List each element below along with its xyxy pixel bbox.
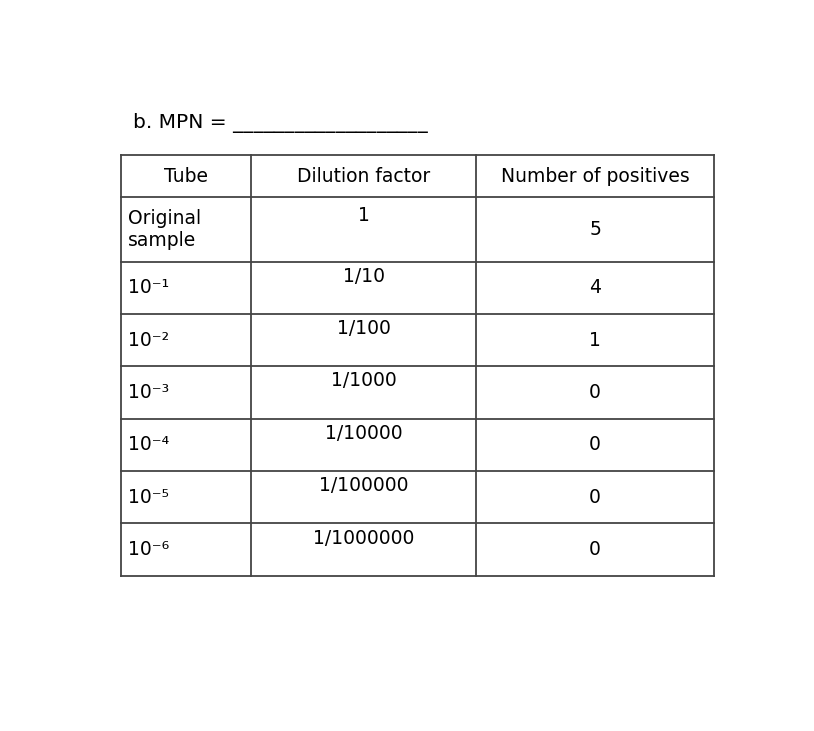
Text: 5: 5 xyxy=(589,220,601,239)
Text: 10⁻¹: 10⁻¹ xyxy=(129,279,169,298)
Text: 10⁻²: 10⁻² xyxy=(129,330,169,349)
Text: 0: 0 xyxy=(589,383,601,402)
Text: 10⁻⁵: 10⁻⁵ xyxy=(129,488,169,507)
Text: 1/1000: 1/1000 xyxy=(331,371,396,390)
Text: 1/10: 1/10 xyxy=(343,267,385,286)
Text: 10⁻³: 10⁻³ xyxy=(129,383,169,402)
Text: 1: 1 xyxy=(589,330,601,349)
Text: 10⁻⁶: 10⁻⁶ xyxy=(129,540,169,559)
Text: Dilution factor: Dilution factor xyxy=(297,167,431,186)
Text: 1/10000: 1/10000 xyxy=(325,424,403,443)
Text: 1/1000000: 1/1000000 xyxy=(313,529,414,548)
Text: 4: 4 xyxy=(589,279,601,298)
Text: 1: 1 xyxy=(358,205,370,224)
Text: 10⁻⁴: 10⁻⁴ xyxy=(129,436,169,455)
Text: b. MPN = ___________________: b. MPN = ___________________ xyxy=(133,113,428,133)
Text: 0: 0 xyxy=(589,436,601,455)
Text: Tube: Tube xyxy=(164,167,208,186)
Text: 0: 0 xyxy=(589,488,601,507)
Text: 0: 0 xyxy=(589,540,601,559)
Text: Number of positives: Number of positives xyxy=(501,167,689,186)
Text: Original
sample: Original sample xyxy=(129,209,201,250)
Text: 1/100000: 1/100000 xyxy=(319,476,409,495)
Text: 1/100: 1/100 xyxy=(337,319,391,338)
